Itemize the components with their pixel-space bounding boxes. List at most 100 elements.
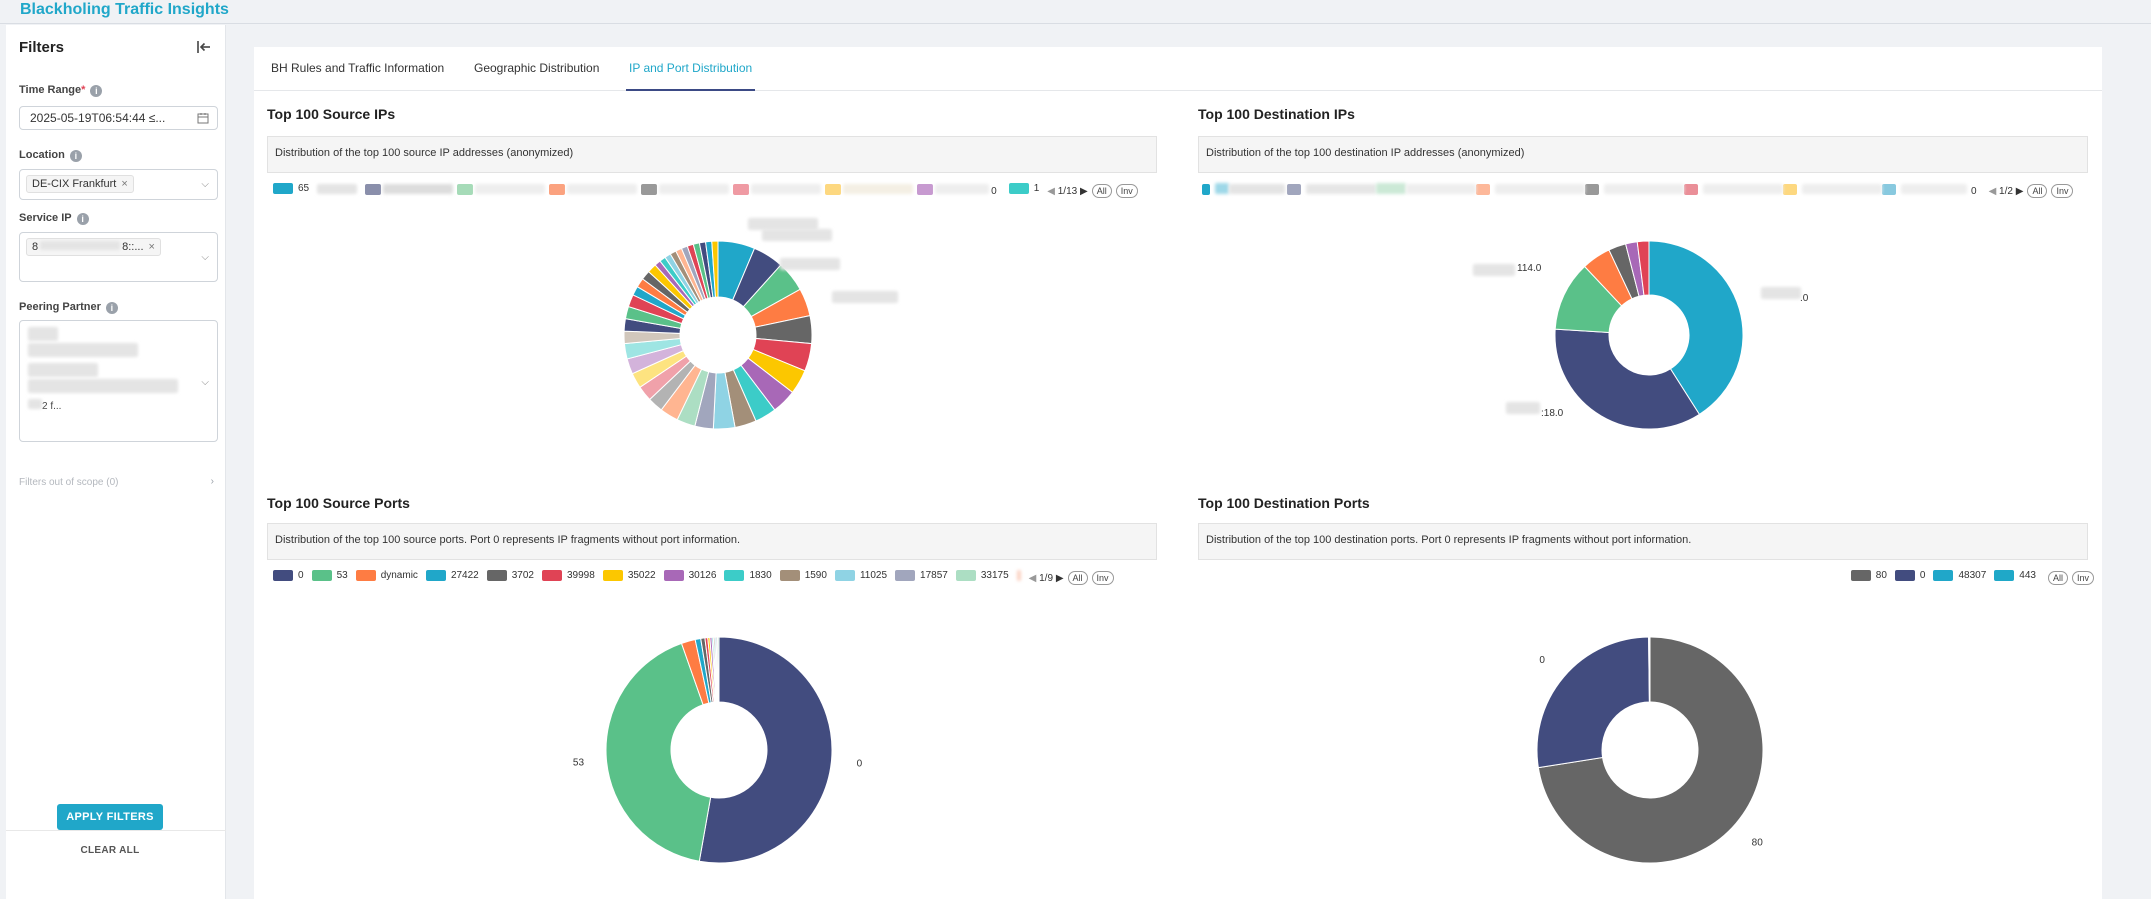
legend-label: dynamic — [380, 570, 418, 581]
filters-out-of-scope[interactable]: Filters out of scope (0) › — [19, 476, 214, 488]
legend-pager: ◀ 1/2 ▶ — [1988, 186, 2024, 197]
legend-item-dynamic[interactable]: dynamic — [355, 570, 418, 581]
main-content: BH Rules and Traffic Information Geograp… — [254, 47, 2102, 899]
app-title: Blackholing Traffic Insights — [20, 1, 229, 18]
legend-label: 1590 — [804, 570, 827, 581]
src-ips-title: Top 100 Source IPs — [267, 106, 396, 122]
apply-filters-button[interactable]: APPLY FILTERS — [57, 804, 163, 830]
legend-label: 11025 — [859, 570, 888, 581]
legend-swatch — [1850, 570, 1871, 581]
remove-tag-icon[interactable]: × — [148, 241, 155, 253]
next-page-icon[interactable]: ▶ — [1055, 573, 1064, 584]
legend-swatch — [724, 570, 745, 581]
pie-slice-33175[interactable] — [717, 636, 720, 703]
pie-slice-.0[interactable] — [1648, 240, 1744, 416]
legend-label: 1830 — [749, 570, 772, 581]
legend-swatch — [273, 570, 293, 581]
service-ip-tag[interactable]: 8 8::... × — [26, 238, 161, 256]
legend-swatch — [542, 570, 562, 581]
legend-label: 443 — [2019, 570, 2036, 581]
legend-swatch — [602, 570, 623, 581]
next-page-icon[interactable]: ▶ — [1079, 186, 1088, 197]
legend-item-27422[interactable]: 27422 — [425, 570, 479, 581]
legend-pager: ◀ 1/13 ▶ — [1047, 186, 1088, 197]
tab-ip-port-distribution[interactable]: IP and Port Distribution — [626, 61, 756, 91]
legend-item[interactable]: 1 — [1008, 183, 1039, 194]
prev-page-icon[interactable]: ◀ — [1047, 186, 1055, 197]
legend-item-0[interactable]: 0 — [273, 570, 304, 581]
pie-slice-:18.0[interactable] — [1554, 328, 1701, 430]
chevron-down-icon[interactable]: ⌵ — [201, 179, 209, 190]
info-icon: i — [90, 85, 103, 97]
collapse-sidebar-icon[interactable] — [193, 37, 213, 57]
legend-item-48307[interactable]: 48307 — [1933, 570, 1986, 581]
legend-item-30126[interactable]: 30126 — [663, 570, 716, 581]
pie-slice-53[interactable] — [605, 642, 712, 862]
prev-page-icon[interactable]: ◀ — [1988, 186, 1997, 197]
legend-invert-button[interactable]: Inv — [1091, 571, 1114, 585]
legend-item-11025[interactable]: 11025 — [834, 570, 888, 581]
legend-swatch — [955, 570, 976, 581]
top-bar: Blackholing Traffic Insights — [0, 0, 2151, 24]
prev-page-icon[interactable]: ◀ — [1028, 573, 1037, 584]
legend-item-1590[interactable]: 1590 — [779, 570, 827, 581]
legend-all-button[interactable]: All — [2047, 571, 2068, 585]
pie-slice-443[interactable] — [1648, 636, 1651, 703]
legend-item-1830[interactable]: 1830 — [724, 570, 772, 581]
legend-item-17857[interactable]: 17857 — [895, 570, 948, 581]
chevron-down-icon[interactable]: ⌵ — [201, 377, 209, 388]
pie-slice-0[interactable] — [1536, 636, 1650, 769]
legend-item-35022[interactable]: 35022 — [602, 570, 656, 581]
pie-slice-label: 53 — [573, 757, 585, 768]
service-ip-select[interactable]: 8 8::... × ⌵ — [19, 232, 218, 282]
location-select[interactable]: DE-CIX Frankfurt × ⌵ — [19, 169, 218, 200]
chevron-right-icon: › — [210, 476, 214, 487]
remove-tag-icon[interactable]: × — [121, 178, 128, 190]
peering-partner-label: Peering Partner i — [19, 301, 118, 314]
legend-invert-button[interactable]: Inv — [2071, 571, 2094, 585]
legend-label: 48307 — [1958, 570, 1987, 581]
pie-slice[interactable] — [711, 240, 719, 298]
location-tag[interactable]: DE-CIX Frankfurt × — [26, 175, 134, 193]
dst-ips-title: Top 100 Destination IPs — [1198, 106, 1355, 122]
legend-swatch — [895, 570, 916, 581]
chevron-down-icon[interactable]: ⌵ — [201, 252, 209, 263]
legend-pager: ◀ 1/9 ▶ — [1028, 573, 1064, 584]
legend-item-39998[interactable]: 39998 — [542, 570, 595, 581]
legend-item-443[interactable]: 443 — [1994, 570, 2036, 581]
dst-ips-slice-label: .0 — [1800, 293, 1809, 304]
dst-ports-title: Top 100 Destination Ports — [1198, 495, 1370, 511]
legend-all-button[interactable]: All — [2027, 184, 2048, 198]
legend-all-button[interactable]: All — [1067, 571, 1088, 585]
legend-swatch — [1994, 570, 2015, 581]
peering-partner-select[interactable]: 2 f... ⌵ — [19, 320, 218, 442]
legend-item-33175[interactable]: 33175 — [955, 570, 1009, 581]
pie-slice[interactable] — [1636, 240, 1650, 296]
peering-partner-tail: 2 f... — [28, 399, 209, 412]
service-ip-label: Service IP i — [19, 212, 89, 225]
pie-slice-0[interactable] — [698, 636, 833, 864]
dst-ports-legend: 80 0 48307 443 All Inv — [1834, 570, 2094, 586]
legend-item-80[interactable]: 80 — [1850, 570, 1887, 581]
info-icon: i — [69, 150, 82, 162]
legend-label: 0 — [1919, 570, 1926, 581]
legend-label: 17857 — [920, 570, 948, 581]
pie-slice-80[interactable] — [1537, 636, 1764, 864]
legend-label: 39998 — [567, 570, 595, 581]
legend-item[interactable]: 65 — [273, 183, 309, 194]
legend-invert-button[interactable]: Inv — [2051, 184, 2074, 198]
legend-item-3702[interactable]: 3702 — [486, 570, 534, 581]
legend-item-53[interactable]: 53 — [311, 570, 348, 581]
filters-sidebar: Filters Time Range* i 2025-05-19T06:54:44… — [6, 25, 226, 899]
tab-geographic-distribution[interactable]: Geographic Distribution — [474, 61, 600, 75]
time-range-input[interactable]: 2025-05-19T06:54:44 ≤... — [19, 106, 218, 130]
next-page-icon[interactable]: ▶ — [2015, 186, 2024, 197]
tab-bh-rules[interactable]: BH Rules and Traffic Information — [271, 61, 445, 75]
clear-all-button[interactable]: CLEAR ALL — [80, 845, 140, 856]
legend-swatch — [1894, 570, 1915, 581]
legend-all-button[interactable]: All — [1091, 184, 1112, 198]
legend-swatch — [486, 570, 507, 581]
legend-item-0[interactable]: 0 — [1894, 570, 1926, 581]
time-range-label: Time Range* i — [19, 84, 103, 97]
legend-invert-button[interactable]: Inv — [1115, 184, 1138, 198]
